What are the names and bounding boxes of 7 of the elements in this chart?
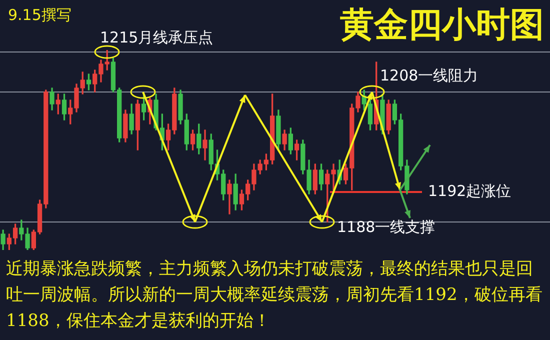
text: 近期暴涨急跌频繁，主力频繁入场仍未打破震荡，最终的结果也只是回吐一周波幅。所以新的一周大概率延续震荡，周初先看1192，破位再看1188，保住本金才是获利的开始！	[6, 258, 544, 333]
chart-title: 黄金四小时图	[340, 4, 544, 47]
ref-line-label: 1215月线承压点	[100, 28, 214, 46]
ref-line-label: 1192起涨位	[428, 182, 512, 200]
ref-line-label: 1188一线支撑	[337, 218, 436, 236]
chart-subtitle: 9.15撰写	[8, 6, 72, 25]
ref-line-label: 1208一线阻力	[380, 66, 478, 84]
